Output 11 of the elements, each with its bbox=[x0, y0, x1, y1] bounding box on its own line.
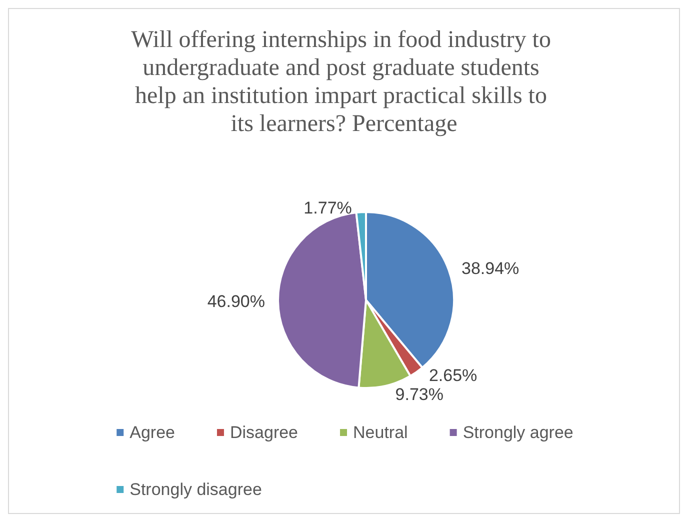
legend-label: Strongly disagree bbox=[130, 480, 262, 499]
data-label: 1.77% bbox=[304, 198, 352, 218]
data-label: 38.94% bbox=[462, 259, 520, 278]
data-label: 9.73% bbox=[395, 384, 444, 404]
legend-label: Agree bbox=[130, 423, 175, 442]
legend-label: Disagree bbox=[230, 423, 298, 442]
chart-title: Will offering internships in food industry to undergraduate and post graduate students help an institution impart practical skills to its learners? Percentage bbox=[131, 27, 557, 137]
data-label: 46.90% bbox=[207, 292, 266, 311]
legend-label: Strongly agree bbox=[462, 423, 574, 442]
legend-label: Neutral bbox=[353, 423, 408, 442]
data-label: 2.65% bbox=[428, 366, 478, 385]
